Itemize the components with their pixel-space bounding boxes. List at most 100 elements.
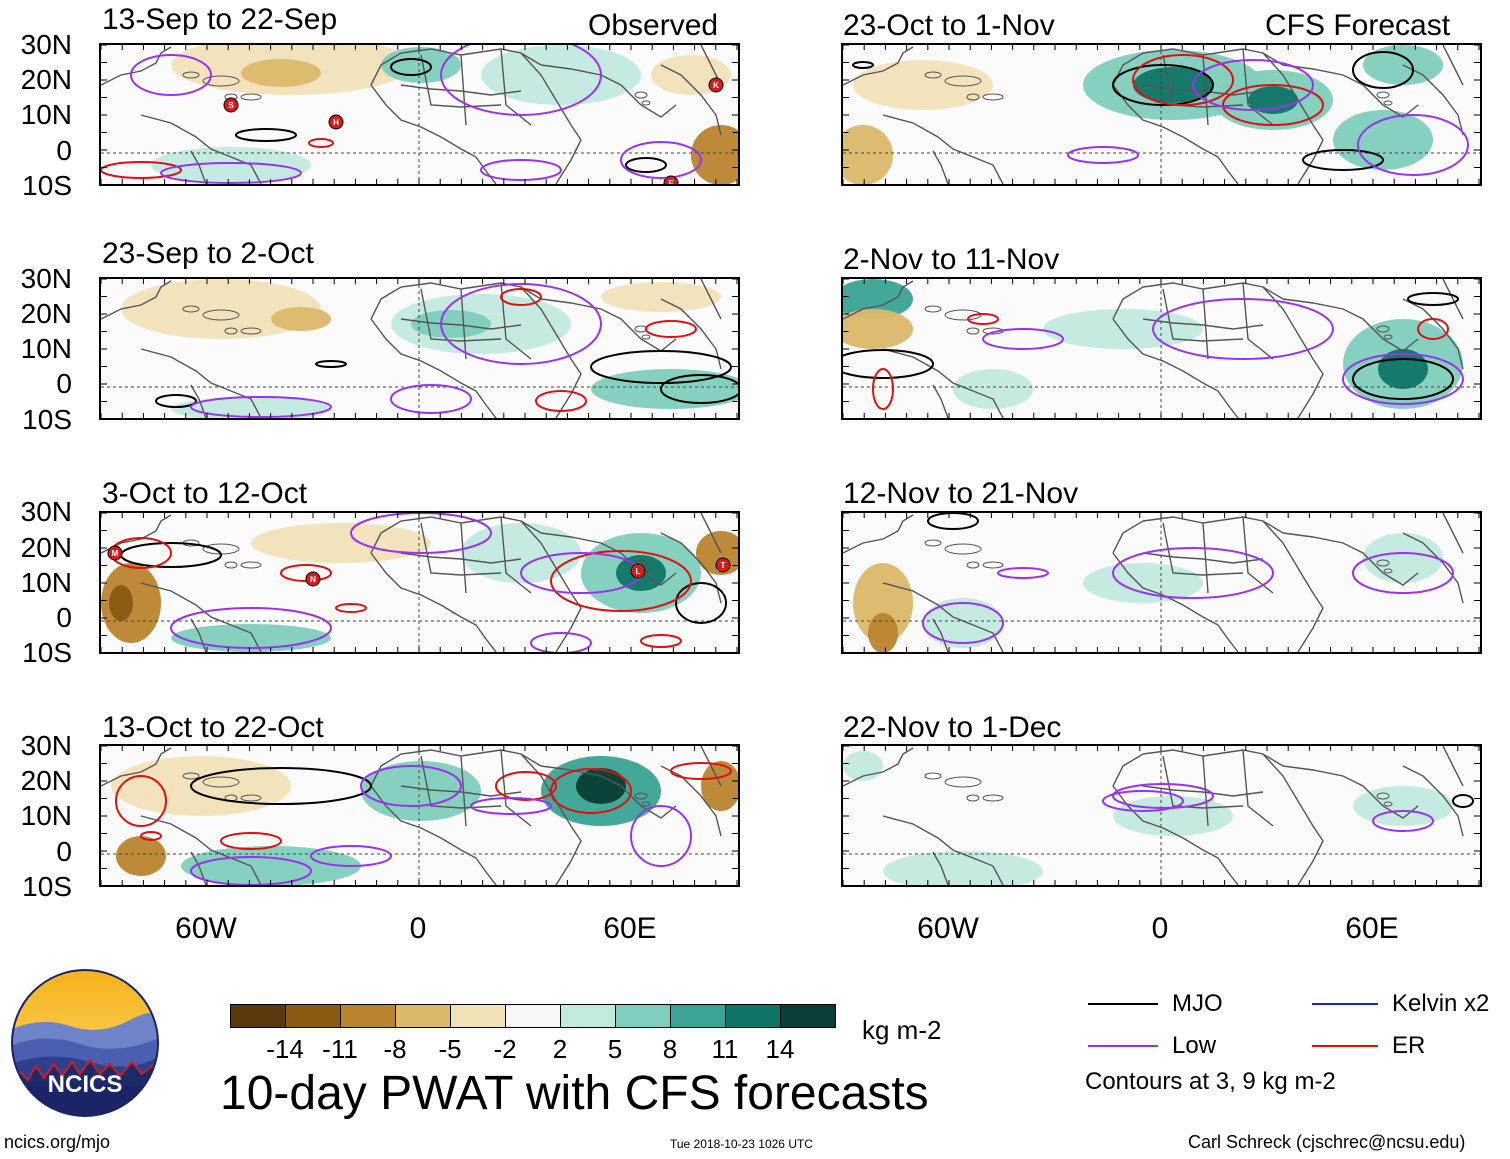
lon-label: 60E — [603, 912, 657, 945]
coastline — [101, 280, 172, 320]
wave-contour — [982, 328, 1064, 350]
coastline — [400, 84, 522, 96]
wave-contour — [335, 603, 367, 613]
colorbar-tick-label: -5 — [438, 1034, 462, 1064]
coastline — [1202, 755, 1209, 827]
wave-contour — [927, 513, 979, 530]
wave-contour — [1342, 353, 1464, 405]
pwat-anomaly-shade — [1363, 533, 1443, 583]
coastline — [1242, 282, 1274, 360]
colorbar-swatch — [560, 1004, 616, 1028]
coastline — [540, 765, 677, 819]
wave-contour — [390, 58, 432, 76]
island — [966, 561, 980, 569]
lat-label: 10N — [20, 333, 72, 364]
coastline — [1262, 520, 1324, 652]
wave-contour — [630, 805, 692, 867]
coastline — [882, 582, 1004, 652]
coastline — [370, 48, 542, 86]
map-svg — [843, 513, 1480, 652]
island — [982, 93, 1004, 101]
coastline — [1442, 279, 1464, 320]
map-svg — [101, 746, 738, 885]
coastline — [1282, 64, 1419, 118]
wave-contour — [170, 607, 332, 649]
map-panel-fc-2 — [841, 277, 1482, 420]
coastline — [1242, 749, 1274, 827]
coastline — [460, 54, 467, 126]
coastline — [1282, 532, 1419, 586]
map-panel-obs-4 — [99, 744, 740, 887]
pwat-anomaly-shade — [1113, 796, 1233, 836]
tropical-cyclone-icon: K — [708, 77, 724, 93]
lat-label: 30N — [20, 496, 72, 527]
panel-title-fc-4: 22-Nov to 1-Dec — [843, 711, 1062, 744]
island — [641, 801, 651, 807]
lat-label: 20N — [20, 298, 72, 329]
coastline — [932, 851, 949, 885]
panel-title-obs-3: 3-Oct to 12-Oct — [102, 477, 308, 510]
wave-contour — [967, 313, 999, 325]
lat-label: 10S — [22, 404, 72, 435]
svg-text:M: M — [112, 549, 119, 558]
coastline — [400, 552, 522, 564]
wave-contour — [308, 138, 334, 148]
pwat-anomaly-shade — [883, 851, 1043, 885]
wave-contour — [1067, 146, 1139, 164]
coastline — [932, 150, 949, 184]
pwat-anomaly-shade — [361, 761, 481, 821]
tropical-cyclone-icon: H — [328, 114, 344, 130]
coastline — [1112, 84, 1239, 184]
coastline — [1442, 746, 1464, 787]
svg-text:K: K — [713, 81, 719, 90]
lon-label: 0 — [409, 912, 427, 945]
wave-contour — [620, 141, 702, 179]
pwat-anomaly-shade — [591, 369, 738, 409]
coastline — [1202, 522, 1209, 594]
figure-title: 10-day PWAT with CFS forecasts — [220, 1067, 929, 1120]
coastline — [420, 755, 502, 809]
svg-text:T: T — [721, 561, 726, 570]
colorbar-swatch — [230, 1004, 286, 1028]
map-svg — [843, 746, 1480, 885]
wave-contour — [625, 157, 667, 173]
island — [982, 794, 1004, 802]
pwat-anomaly-shade — [853, 563, 913, 643]
colorbar-tick-label: -8 — [383, 1034, 407, 1064]
tropical-cyclone-icon: T — [715, 557, 731, 573]
island — [944, 75, 982, 87]
lon-label: 60W — [917, 912, 979, 945]
coastline — [882, 815, 1004, 885]
svg-text:E: E — [668, 179, 674, 184]
colorbar-tick-label: -11 — [322, 1034, 358, 1064]
wave-contour — [1302, 149, 1384, 171]
wave-contour — [160, 162, 302, 184]
lat-label: 0 — [56, 602, 72, 633]
island — [1383, 568, 1393, 574]
pwat-anomaly-shade — [923, 598, 1003, 648]
coastline — [932, 618, 949, 652]
wave-contour — [310, 845, 392, 867]
wave-contour — [360, 765, 462, 807]
island — [240, 93, 262, 101]
colorbar-swatch — [285, 1004, 341, 1028]
wave-contour — [535, 390, 587, 412]
map-panel-obs-3: M N L T — [99, 511, 740, 654]
wave-contour — [1222, 84, 1324, 126]
island — [924, 305, 942, 313]
lat-label: 20N — [20, 532, 72, 563]
lat-label: 20N — [20, 64, 72, 95]
island — [240, 561, 262, 569]
colorbar-swatch — [670, 1004, 726, 1028]
coastline — [1242, 516, 1274, 594]
lat-label: 0 — [56, 836, 72, 867]
pwat-anomaly-shade — [109, 585, 133, 621]
coastline — [843, 280, 914, 320]
colorbar-unit: kg m-2 — [862, 1015, 942, 1045]
island — [182, 71, 200, 79]
tropical-cyclone-icon: E — [663, 175, 679, 184]
coastline — [1142, 84, 1264, 96]
wave-contour — [640, 634, 682, 648]
pwat-anomaly-shade — [843, 125, 893, 184]
coastline — [101, 747, 172, 787]
